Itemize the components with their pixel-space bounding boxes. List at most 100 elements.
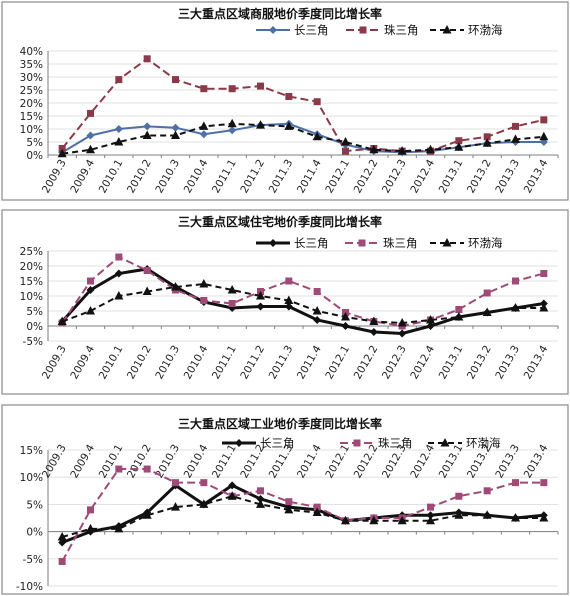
series-3	[57, 118, 549, 158]
data-point	[171, 282, 180, 291]
series-line	[61, 495, 544, 538]
data-point	[199, 130, 208, 139]
data-point	[256, 120, 265, 129]
data-point	[426, 515, 435, 525]
y-tick-label: 25%	[20, 246, 43, 258]
data-point	[539, 131, 549, 141]
y-tick-label: 25%	[20, 85, 43, 97]
data-point	[228, 300, 236, 307]
chart-title: 三大重点区域商服地价季度同比增长率	[178, 6, 382, 21]
legend-marker	[442, 25, 452, 34]
data-point	[86, 286, 95, 294]
data-point	[312, 306, 322, 315]
chart-panel-1: 0%5%10%15%20%25%30%35%40%2009.3 2009.4 201…	[1, 1, 569, 201]
data-point	[511, 303, 520, 312]
data-point	[369, 316, 379, 325]
data-point	[285, 498, 293, 506]
y-tick-label: 5%	[26, 499, 43, 511]
data-point	[369, 328, 378, 336]
data-point	[341, 515, 350, 525]
data-point	[142, 130, 152, 139]
data-point	[171, 123, 180, 132]
data-point	[426, 511, 435, 520]
data-point	[483, 289, 491, 297]
data-point	[397, 318, 407, 327]
data-point	[284, 295, 294, 304]
data-point	[115, 76, 123, 84]
series-3	[57, 279, 549, 327]
data-point	[483, 487, 491, 495]
series-line	[61, 57, 545, 153]
data-point	[426, 144, 435, 154]
data-point	[313, 503, 321, 511]
data-point	[86, 144, 95, 154]
legend-marker	[442, 238, 452, 247]
legend-marker	[359, 26, 367, 34]
data-point	[172, 76, 179, 84]
data-point	[512, 122, 519, 130]
data-point	[227, 118, 237, 128]
data-point	[114, 125, 123, 133]
data-point	[256, 499, 265, 508]
data-point	[58, 145, 66, 152]
data-point	[200, 479, 208, 487]
data-point	[57, 148, 67, 158]
data-point	[227, 285, 237, 294]
data-point	[284, 504, 294, 514]
chart-panel-3: -10%-5%0%5%10%15%2009.3 2009.4 2010.1 2010.…	[1, 404, 569, 595]
legend-label: 长三角	[294, 23, 329, 37]
data-point	[143, 55, 151, 63]
series-line	[61, 282, 544, 325]
data-point	[426, 315, 435, 324]
legend-marker	[358, 239, 366, 247]
data-point	[369, 515, 379, 525]
legend-label: 环渤海	[466, 436, 501, 450]
chart-frame	[1, 1, 569, 201]
data-point	[455, 306, 463, 313]
y-tick-label: 15%	[20, 111, 43, 123]
data-point	[228, 481, 237, 490]
series-line	[61, 483, 544, 544]
y-tick-label: -5%	[23, 554, 43, 566]
data-point	[114, 269, 123, 278]
data-point	[427, 503, 434, 511]
data-point	[200, 297, 208, 304]
data-point	[341, 322, 350, 330]
data-point	[285, 93, 293, 100]
data-point	[86, 306, 95, 315]
data-point	[58, 558, 66, 566]
data-point	[284, 121, 294, 130]
data-point	[199, 499, 209, 508]
data-point	[171, 502, 180, 511]
legend-label: 珠三角	[384, 23, 419, 37]
legend-marker	[269, 26, 277, 34]
y-tick-label: 10%	[20, 472, 43, 484]
y-tick-label: -5%	[23, 336, 43, 348]
data-point	[172, 479, 179, 487]
data-point	[57, 316, 67, 325]
data-point	[512, 277, 519, 285]
legend-marker	[353, 439, 361, 447]
data-point	[341, 312, 350, 321]
data-point	[284, 302, 293, 311]
data-point	[86, 131, 95, 140]
y-tick-label: 5%	[26, 137, 43, 149]
data-point	[482, 307, 492, 316]
series-line	[61, 122, 544, 154]
y-tick-label: 10%	[20, 291, 43, 303]
legend-label: 环渤海	[468, 23, 503, 37]
data-point	[539, 303, 549, 312]
y-tick-label: 5%	[26, 306, 43, 318]
legend-label: 珠三角	[378, 436, 413, 450]
y-tick-label: 30%	[20, 72, 43, 84]
data-point	[256, 291, 265, 300]
legend-label: 珠三角	[383, 236, 418, 250]
chart-title: 三大重点区域工业地价季度同比增长率	[178, 416, 382, 431]
data-point	[86, 523, 95, 533]
data-point	[483, 133, 491, 141]
data-point	[313, 316, 322, 324]
data-point	[57, 532, 67, 541]
data-point	[397, 146, 407, 155]
data-point	[342, 147, 349, 155]
